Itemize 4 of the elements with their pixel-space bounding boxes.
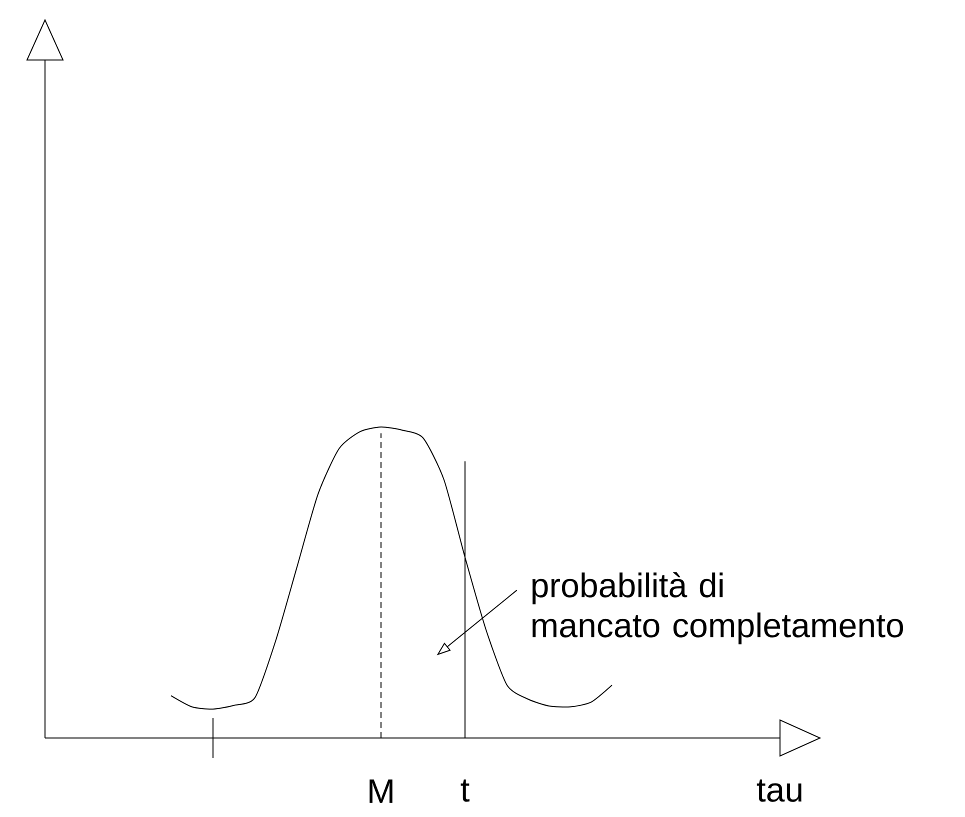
x-tick-label: t bbox=[460, 780, 470, 802]
x-axis-title: tau bbox=[756, 780, 802, 802]
x-tick-label: M bbox=[370, 780, 392, 803]
annotation: probabilità di mancato completamento bbox=[532, 572, 904, 644]
